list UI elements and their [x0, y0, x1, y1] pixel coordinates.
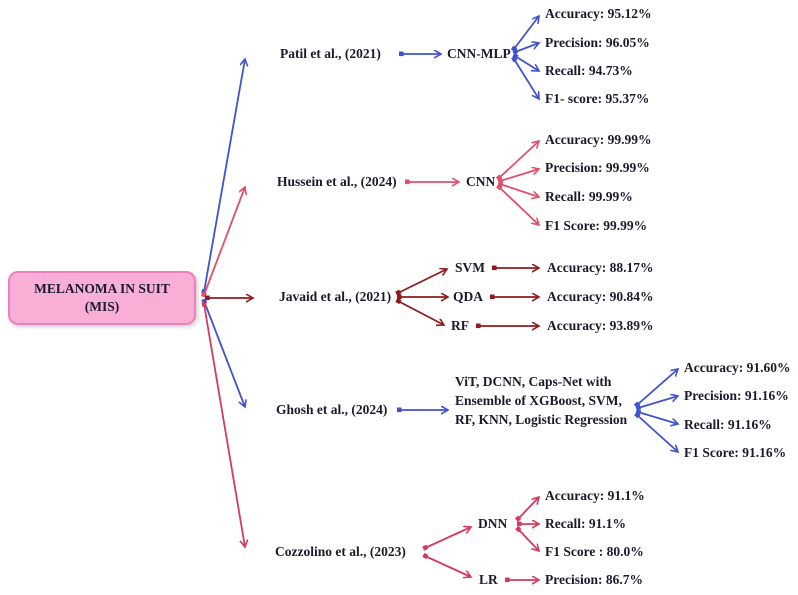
model-label-cnn: CNN	[466, 174, 496, 189]
model-label-dnn: DNN	[478, 516, 508, 531]
metric-patil-accuracy: Accuracy: 95.12%	[545, 6, 652, 21]
metric-javaid-svm-accuracy: Accuracy: 88.17%	[547, 260, 654, 275]
metric-ghosh-recall: Recall: 91.16%	[684, 417, 772, 432]
model-label-lr: LR	[479, 572, 498, 587]
metric-hussein-precision: Precision: 99.99%	[545, 160, 650, 175]
metric-hussein-recall: Recall: 99.99%	[545, 189, 633, 204]
metric-cozzolino-dnn-f1: F1 Score : 80.0%	[545, 544, 644, 559]
model-label-cnn-mlp: CNN-MLP	[447, 46, 511, 61]
metric-cozzolino-dnn-recall: Recall: 91.1%	[545, 516, 626, 531]
metric-hussein-accuracy: Accuracy: 99.99%	[545, 132, 652, 147]
metric-hussein-f1: F1 Score: 99.99%	[545, 218, 648, 233]
metric-javaid-qda-accuracy: Accuracy: 90.84%	[547, 289, 654, 304]
metric-cozzolino-lr-precision: Precision: 86.7%	[545, 572, 643, 587]
metric-cozzolino-dnn-accuracy: Accuracy: 91.1%	[545, 488, 645, 503]
study-label-hussein: Hussein et al., (2024)	[277, 174, 397, 189]
metric-ghosh-accuracy: Accuracy: 91.60%	[684, 360, 791, 375]
study-label-ghosh: Ghosh et al., (2024)	[276, 402, 388, 417]
metric-patil-f1: F1- score: 95.37%	[545, 91, 650, 106]
study-label-javaid: Javaid et al., (2021)	[279, 289, 392, 304]
model-label-ensemble: ViT, DCNN, Caps-Net with Ensemble of XGB…	[455, 374, 628, 427]
metric-patil-recall: Recall: 94.73%	[545, 63, 633, 78]
root-node-label: MELANOMA IN SUIT (MIS)	[34, 281, 170, 314]
model-label-qda: QDA	[453, 289, 483, 304]
study-label-patil: Patil et al., (2021)	[280, 46, 381, 61]
metric-ghosh-precision: Precision: 91.16%	[684, 388, 789, 403]
metric-ghosh-f1: F1 Score: 91.16%	[684, 445, 787, 460]
study-label-cozzolino: Cozzolino et al., (2023)	[275, 544, 406, 559]
root-node-melanoma-mis: MELANOMA IN SUIT (MIS)	[8, 271, 196, 325]
model-label-svm: SVM	[455, 260, 485, 275]
model-label-rf: RF	[451, 318, 469, 333]
metric-javaid-rf-accuracy: Accuracy: 93.89%	[547, 318, 654, 333]
metric-patil-precision: Precision: 96.05%	[545, 35, 650, 50]
